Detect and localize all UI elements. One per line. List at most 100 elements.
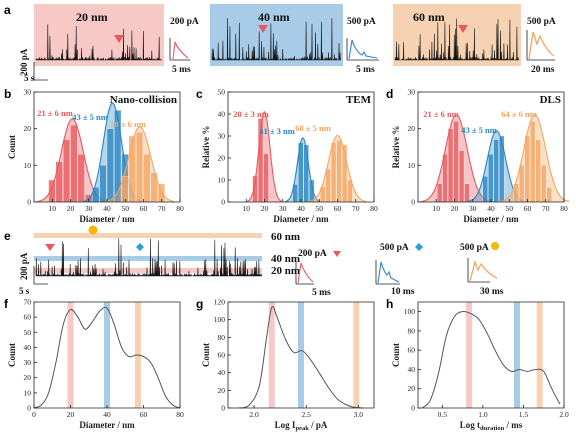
histogram-bar <box>546 187 552 203</box>
y-tick-label: 20 <box>408 124 416 133</box>
x-tick-label: 2.5 <box>302 410 312 419</box>
histogram-bar <box>128 135 136 203</box>
y-axis-label: Count <box>391 343 401 367</box>
inset-e-scalebar-3 <box>467 258 490 283</box>
y-tick-label: 10 <box>408 161 416 170</box>
histogram-bar <box>519 165 525 203</box>
inset-e-diamond-icon <box>415 243 423 251</box>
inset-e-scalebar-2 <box>375 260 400 285</box>
inset-spike-60nm <box>528 31 555 60</box>
x-tick-label: 40 <box>297 204 305 213</box>
x-tick-label: 10 <box>243 204 251 213</box>
inset-spike-40nm <box>348 39 378 60</box>
x-tick-label: 20 <box>67 204 75 213</box>
chart-title: TEM <box>346 94 372 106</box>
inset-e-triangle-icon <box>333 251 341 257</box>
x-tick-label: 80 <box>176 204 184 213</box>
x-tick-label: 20 <box>67 410 75 419</box>
panel-letter-d: d <box>386 87 393 101</box>
size-band <box>298 302 304 408</box>
distribution-line <box>33 306 181 409</box>
histogram-bar <box>99 165 107 203</box>
histogram-bar <box>458 150 465 203</box>
x-tick-label: 60 <box>140 410 148 419</box>
histogram-bar <box>106 128 114 203</box>
y-tick-label: 30 <box>218 132 226 141</box>
x-tick-label: 80 <box>176 410 184 419</box>
histogram-bar <box>437 183 443 203</box>
scalebar-e <box>33 266 48 285</box>
gaussian-fit-line <box>285 137 321 203</box>
series-label: 58 ± 6 nm <box>110 119 146 129</box>
panel-letter-c: c <box>196 87 203 101</box>
x-tick-label: 40 <box>103 204 111 213</box>
distribution-line <box>238 306 364 409</box>
histogram-bar <box>541 165 547 203</box>
size-label-40nm: 40 nm <box>271 253 300 265</box>
size-band <box>104 302 110 408</box>
trace-60nm-spikes <box>394 18 519 61</box>
x-tick-label: 70 <box>352 204 360 213</box>
x-tick-label: 10 <box>433 204 441 213</box>
x-tick-label: 3.0 <box>354 410 364 419</box>
inset-scalebar-40nm <box>346 38 379 61</box>
trace-40nm-spikes <box>211 17 341 61</box>
x-tick-label: 0 <box>32 410 36 419</box>
band-20nm <box>34 268 262 273</box>
y-tick-label: 30 <box>24 88 32 97</box>
x-tick-label: 80 <box>370 204 378 213</box>
size-band <box>67 302 74 408</box>
size-band <box>268 302 275 408</box>
y-tick-label: 100 <box>214 315 226 324</box>
series-label: 64 ± 6 nm <box>501 109 537 119</box>
inset-e-scalebar-1 <box>295 262 314 285</box>
y-tick-label: 70 <box>24 298 32 307</box>
inset-amp-label-20nm: 200 pA <box>170 17 199 27</box>
size-band <box>514 302 520 408</box>
x-tick-label: 10 <box>49 204 57 213</box>
trace-40nm: 40 nm <box>210 4 343 66</box>
histogram-bar <box>263 153 269 203</box>
trace-20nm-spikes <box>35 24 162 61</box>
series-label: 43 ± 5 nm <box>461 125 497 135</box>
histogram-bar <box>453 121 459 203</box>
y-axis-label: Count <box>7 343 17 367</box>
series-label: 21 ± 6 nm <box>423 109 459 119</box>
x-tick-label: 60 <box>140 204 148 213</box>
x-tick-label: 80 <box>560 204 568 213</box>
gaussian-fit-line <box>308 134 367 203</box>
y-tick-label: 20 <box>408 384 416 393</box>
inset-spike-20nm <box>172 41 189 60</box>
inset-e-amp-2: 500 pA <box>380 243 409 253</box>
y-tick-label: 20 <box>24 124 32 133</box>
inset-amp-label-60nm: 500 pA <box>527 17 556 27</box>
trace-60nm-label: 60 nm <box>413 10 445 24</box>
scalebar-a-amp: 200 pA <box>19 48 29 76</box>
chart-title: Nano-collision <box>110 94 177 106</box>
y-tick-label: 30 <box>24 358 32 367</box>
series-label: 21 ± 6 nm <box>37 108 73 118</box>
trace-20nm-background <box>34 4 164 66</box>
scalebar-a-time: 5 s <box>24 73 35 83</box>
panel-letter-e: e <box>4 229 11 243</box>
event-marker-diamond <box>136 243 144 251</box>
x-tick-label: 60 <box>524 204 532 213</box>
panel-letter-h: h <box>386 297 393 311</box>
y-tick-label: 40 <box>24 343 32 352</box>
size-band <box>536 302 543 408</box>
y-tick-label: 10 <box>218 176 226 185</box>
y-tick-label: 0 <box>411 198 415 207</box>
y-tick-label: 60 <box>24 313 32 322</box>
histogram-bar <box>336 140 342 203</box>
inset-e-amp-1: 200 pA <box>298 249 327 259</box>
y-tick-label: 40 <box>218 368 226 377</box>
x-tick-label: 2.0 <box>249 410 259 419</box>
x-tick-label: 30 <box>279 204 287 213</box>
scalebar-a <box>33 62 48 81</box>
size-band <box>353 302 360 408</box>
trace-40nm-label: 40 nm <box>258 10 290 24</box>
chart-log-peak-distribution: 0 20 40 60 80 100 120 2.0 2.5 3.0 Log Ipeak / pA Co… <box>201 298 375 432</box>
x-axis-label: Diameter / nm <box>79 420 135 430</box>
x-tick-label: 70 <box>158 204 166 213</box>
